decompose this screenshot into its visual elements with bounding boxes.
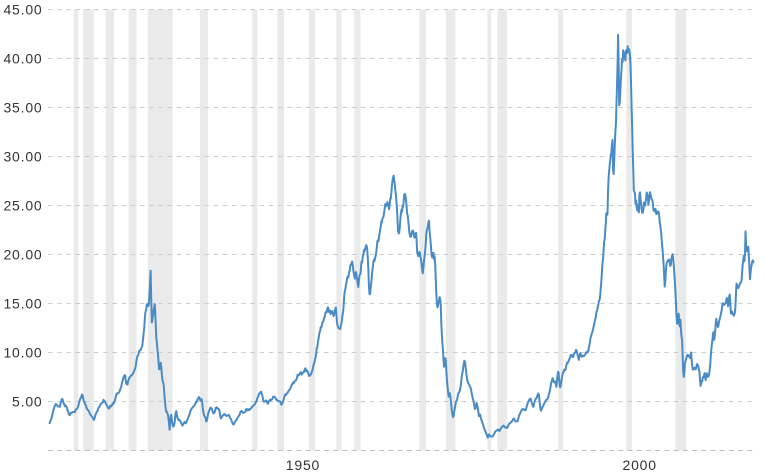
svg-text:40.00: 40.00 <box>3 51 42 67</box>
svg-text:30.00: 30.00 <box>3 149 42 165</box>
svg-text:45.00: 45.00 <box>3 2 42 18</box>
svg-text:25.00: 25.00 <box>3 198 42 214</box>
svg-text:1950: 1950 <box>286 457 320 473</box>
svg-text:2000: 2000 <box>623 457 657 473</box>
svg-text:35.00: 35.00 <box>3 100 42 116</box>
svg-text:10.00: 10.00 <box>3 345 42 361</box>
svg-text:20.00: 20.00 <box>3 247 42 263</box>
svg-text:5.00: 5.00 <box>12 394 42 410</box>
svg-text:15.00: 15.00 <box>3 296 42 312</box>
